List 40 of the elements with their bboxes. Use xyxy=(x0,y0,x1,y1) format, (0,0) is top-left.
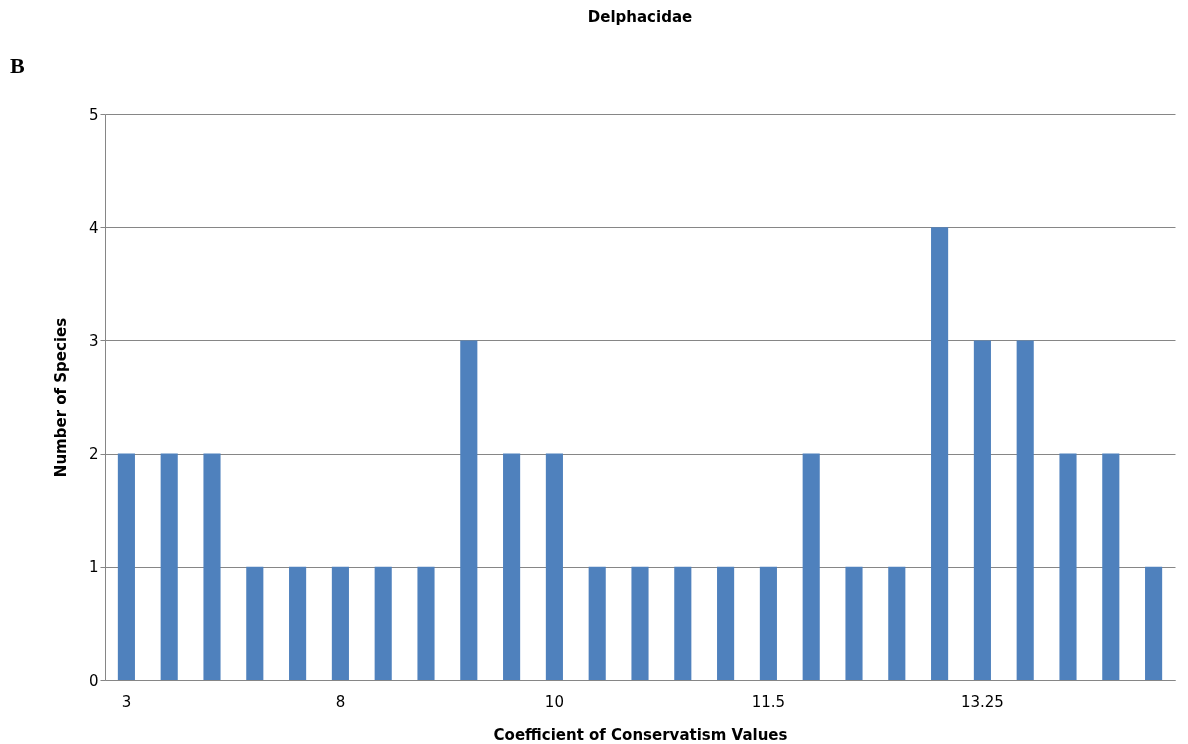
y-tick-label: 2 xyxy=(88,445,99,464)
text: B xyxy=(10,53,25,78)
bar xyxy=(759,566,777,680)
bar xyxy=(246,566,264,680)
y-tick-label: 4 xyxy=(88,218,99,237)
x-tick-label: 3 xyxy=(121,692,132,711)
bar xyxy=(331,566,349,680)
y-tick-label: 1 xyxy=(88,558,99,577)
bar xyxy=(845,566,863,680)
bar xyxy=(1102,453,1120,680)
x-tick-label: 8 xyxy=(335,692,346,711)
bar xyxy=(1016,340,1034,680)
bar xyxy=(931,227,949,680)
bar xyxy=(117,453,135,680)
bar xyxy=(717,566,735,680)
bar xyxy=(1145,566,1163,680)
bar xyxy=(588,566,606,680)
bar xyxy=(417,566,435,680)
bar xyxy=(674,566,692,680)
bar xyxy=(631,566,649,680)
bar xyxy=(1059,453,1077,680)
y-tick-label: 3 xyxy=(88,331,99,350)
x-tick-label: 11.5 xyxy=(751,692,786,711)
y-tick-label: 5 xyxy=(88,105,99,124)
x-tick-label: 10 xyxy=(544,692,564,711)
bar xyxy=(203,453,221,680)
bar xyxy=(545,453,563,680)
bar xyxy=(888,566,906,680)
y-tick-label: 0 xyxy=(88,671,99,690)
bar xyxy=(802,453,820,680)
x-axis-title: Coefficient of Conservatism Values xyxy=(493,725,788,744)
bar xyxy=(160,453,178,680)
bar xyxy=(289,566,307,680)
chart-title: Delphacidae xyxy=(587,8,693,26)
bar xyxy=(973,340,991,680)
x-tick-label: 13.25 xyxy=(960,692,1004,711)
bar xyxy=(503,453,521,680)
bar xyxy=(374,566,392,680)
bar xyxy=(460,340,478,680)
y-axis-title: Number of Species xyxy=(51,317,70,478)
